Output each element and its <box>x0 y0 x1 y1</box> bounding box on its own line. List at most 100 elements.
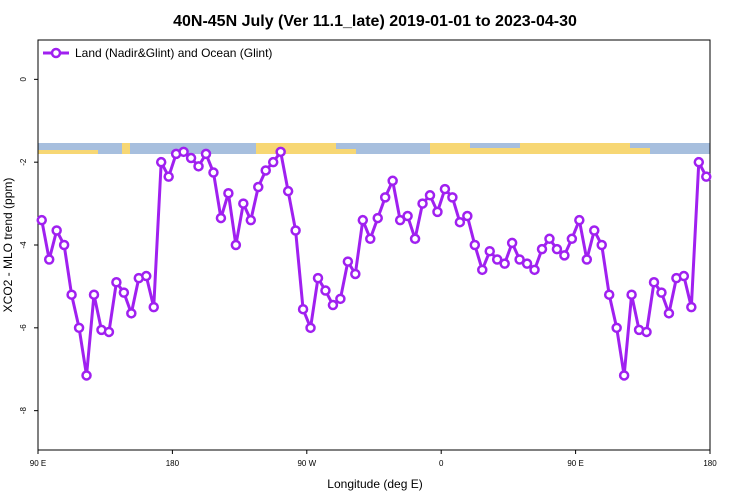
data-point <box>320 285 331 296</box>
data-point <box>626 289 637 300</box>
data-point <box>379 192 391 203</box>
data-point <box>447 192 458 203</box>
series-line <box>40 148 708 376</box>
data-point <box>275 146 286 158</box>
data-point <box>43 254 55 265</box>
data-point <box>327 299 339 311</box>
data-point <box>686 301 697 313</box>
data-point <box>454 216 466 228</box>
data-point <box>394 214 406 226</box>
data-point <box>126 308 137 319</box>
data-point <box>402 210 413 222</box>
data-point <box>514 254 525 265</box>
data-point <box>559 250 570 261</box>
data-point <box>185 152 197 164</box>
x-axis-label: Longitude (deg E) <box>327 477 422 491</box>
plot-frame <box>37 39 711 451</box>
data-point <box>529 264 540 276</box>
data-point <box>417 198 428 209</box>
data-point <box>506 237 518 249</box>
data-point <box>245 214 257 226</box>
data-point <box>193 161 204 172</box>
data-point <box>238 198 249 209</box>
data-point <box>551 243 563 255</box>
data-point <box>305 322 316 334</box>
data-point <box>73 322 85 334</box>
data-point <box>618 370 630 381</box>
data-point <box>462 210 473 222</box>
data-point <box>103 326 115 338</box>
data-point <box>81 370 92 381</box>
data-point <box>484 245 495 257</box>
data-point <box>178 146 189 158</box>
data-point <box>581 254 593 265</box>
y-axis-label: XCO2 - MLO trend (ppm) <box>1 178 15 313</box>
data-point <box>387 175 398 187</box>
data-point <box>521 258 533 269</box>
data-point <box>200 148 212 160</box>
data-point <box>536 243 548 255</box>
data-point <box>36 214 47 226</box>
data-point <box>424 190 436 201</box>
data-point <box>439 183 451 195</box>
data-point <box>603 289 615 300</box>
data-point <box>111 277 122 288</box>
data-point <box>58 239 70 251</box>
data-point <box>574 214 585 226</box>
data-point <box>409 233 421 245</box>
data-point <box>701 171 712 182</box>
data-point <box>88 289 100 300</box>
x-tick-label: 180 <box>166 459 180 468</box>
data-point <box>230 239 242 251</box>
data-point <box>544 233 555 245</box>
y-tick-label: -6 <box>19 324 28 332</box>
data-point <box>656 287 667 298</box>
x-tick-label: 180 <box>703 459 717 468</box>
data-point <box>611 322 622 334</box>
data-point <box>469 239 481 251</box>
data-point <box>260 165 271 176</box>
data-point <box>491 254 503 265</box>
data-point <box>357 214 369 226</box>
data-point <box>589 225 600 236</box>
legend-label: Land (Nadir&Glint) and Ocean (Glint) <box>75 46 272 60</box>
data-point <box>335 293 346 305</box>
y-tick-label: 0 <box>19 77 28 82</box>
data-point <box>208 167 219 178</box>
data-point <box>477 264 488 276</box>
data-point <box>566 233 578 245</box>
data-point <box>596 239 607 251</box>
land-ocean-strip <box>38 143 710 154</box>
x-tick-label: 0 <box>439 459 444 468</box>
data-point <box>141 270 152 282</box>
y-tick-label: -4 <box>19 241 28 249</box>
x-tick-label: 90 W <box>297 459 316 468</box>
data-point <box>663 308 675 319</box>
data-point <box>223 187 234 199</box>
data-point <box>253 181 264 193</box>
x-tick-label: 90 E <box>567 459 583 468</box>
data-point <box>118 287 130 298</box>
data-point <box>678 270 690 282</box>
data-point <box>350 268 361 280</box>
data-point <box>51 225 62 236</box>
data-point <box>297 303 309 315</box>
data-point <box>148 301 159 313</box>
data-point <box>290 225 301 236</box>
data-point <box>215 212 227 224</box>
x-tick-label: 90 E <box>30 459 46 468</box>
data-point <box>155 156 167 168</box>
data-point <box>312 272 324 284</box>
data-point <box>163 171 174 182</box>
legend-marker <box>50 47 62 59</box>
data-point <box>365 233 376 245</box>
data-point <box>432 206 443 218</box>
data-point <box>693 156 705 168</box>
data-point <box>342 256 354 267</box>
y-tick-label: -8 <box>19 407 28 415</box>
data-point <box>641 326 652 338</box>
data-point <box>282 185 294 197</box>
chart-title: 40N-45N July (Ver 11.1_late) 2019-01-01 … <box>173 13 577 30</box>
data-point <box>648 277 660 288</box>
